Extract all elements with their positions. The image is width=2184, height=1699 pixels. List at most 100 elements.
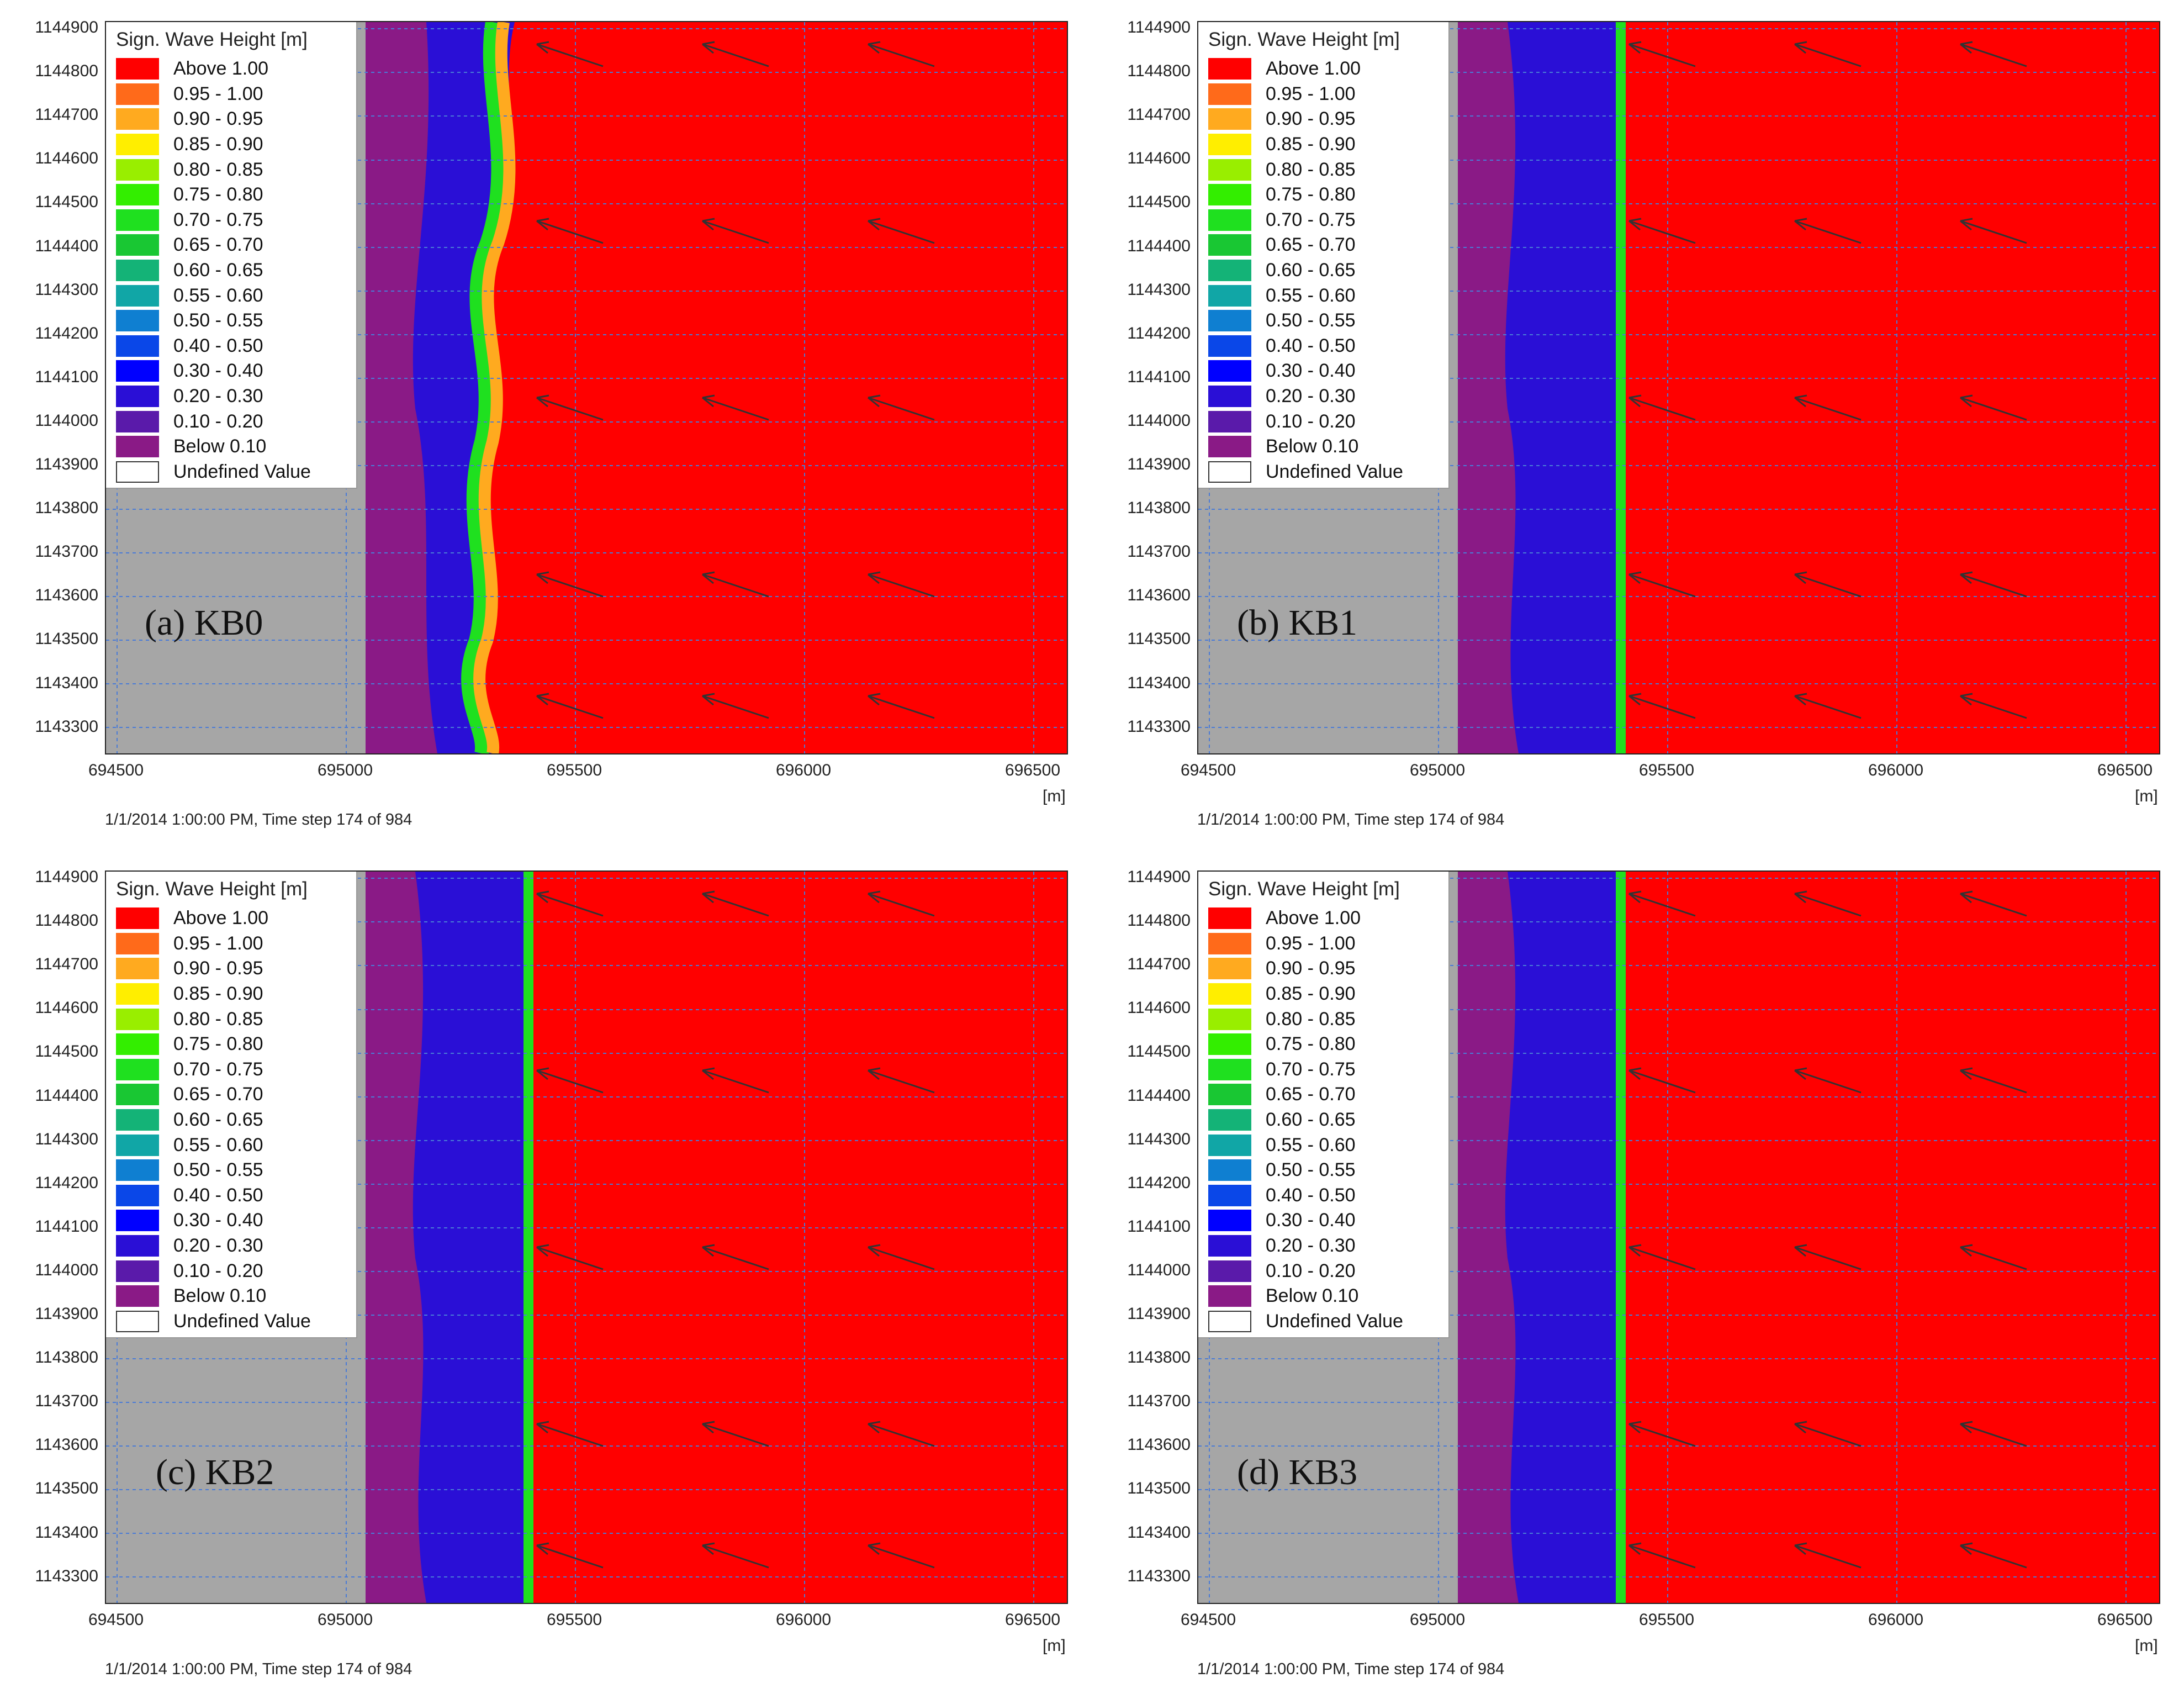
wave-direction-arrows <box>1628 41 2027 719</box>
y-tick-label: 1144400 <box>35 1086 98 1105</box>
legend-item: 0.20 - 0.30 <box>116 1233 356 1259</box>
y-tick-label: 1143600 <box>1127 586 1191 605</box>
legend-label: 0.10 - 0.20 <box>1266 410 1356 432</box>
legend-label: 0.60 - 0.65 <box>1266 1109 1356 1131</box>
legend-swatch <box>116 958 159 980</box>
y-tick-label: 1143900 <box>1127 455 1191 473</box>
panel-kb1: Sign. Wave Height [m] Above 1.00 0.95 - 1… <box>1092 0 2184 850</box>
y-tick-label: 1143500 <box>1127 630 1191 648</box>
legend-rows: Above 1.00 0.95 - 1.00 0.90 - 0.95 0.85 - 0… <box>116 56 356 484</box>
legend-swatch <box>116 284 159 307</box>
legend-rows: Above 1.00 0.95 - 1.00 0.90 - 0.95 0.85 - 0… <box>1208 906 1448 1334</box>
legend-item: 0.65 - 0.70 <box>1208 233 1448 258</box>
legend-label: Undefined Value <box>1266 1310 1403 1332</box>
legend-title: Sign. Wave Height [m] <box>1208 878 1400 900</box>
x-tick-label: 695500 <box>1638 761 1695 779</box>
y-tick-label: 1144300 <box>35 1130 98 1148</box>
x-tick-label: 695500 <box>546 1611 602 1629</box>
panel-kb3: Sign. Wave Height [m] Above 1.00 0.95 - 1… <box>1092 850 2184 1699</box>
legend-item: 0.85 - 0.90 <box>1208 982 1448 1007</box>
legend-item: 0.10 - 0.20 <box>116 1258 356 1284</box>
legend-item: 0.30 - 0.40 <box>116 358 356 384</box>
y-tick-label: 1144100 <box>1127 367 1191 386</box>
y-tick-label: 1144100 <box>35 367 98 386</box>
legend-item: 0.70 - 0.75 <box>116 208 356 233</box>
legend-item: 0.75 - 0.80 <box>1208 182 1448 208</box>
y-tick-label: 1143700 <box>35 542 98 561</box>
legend-label: 0.95 - 1.00 <box>1266 83 1356 104</box>
y-tick-label: 1144900 <box>35 868 98 886</box>
y-tick-label: 1144600 <box>1127 999 1191 1017</box>
legend-item: 0.70 - 0.75 <box>1208 208 1448 233</box>
legend-label: 0.75 - 0.80 <box>1266 1033 1356 1055</box>
y-tick-label: 1144800 <box>35 62 98 81</box>
legend-swatch <box>1208 209 1251 231</box>
legend-item: 0.80 - 0.85 <box>1208 1006 1448 1032</box>
legend-item: 0.60 - 0.65 <box>116 1107 356 1133</box>
legend-item: 0.90 - 0.95 <box>116 107 356 132</box>
y-tick-label: 1144100 <box>1127 1217 1191 1236</box>
y-tick-label: 1144600 <box>35 149 98 168</box>
y-tick-label: 1144700 <box>1127 105 1191 124</box>
legend-label: 0.50 - 0.55 <box>173 310 263 331</box>
legend-item: 0.85 - 0.90 <box>116 982 356 1007</box>
wave-zone-front <box>1616 22 1626 753</box>
x-tick-label: 695500 <box>546 761 602 779</box>
legend-label: 0.85 - 0.90 <box>1266 983 1356 1005</box>
legend: Sign. Wave Height [m] Above 1.00 0.95 - 1… <box>1198 872 1450 1339</box>
y-tick-label: 1144200 <box>35 1173 98 1192</box>
legend-item: 0.95 - 1.00 <box>1208 931 1448 957</box>
timestamp-footer: 1/1/2014 1:00:00 PM, Time step 174 of 98… <box>1197 811 1505 829</box>
legend-label: 0.10 - 0.20 <box>173 1260 263 1281</box>
panel-label: (a) KB0 <box>145 603 263 643</box>
legend-item: 0.60 - 0.65 <box>1208 1107 1448 1133</box>
legend-item: 0.10 - 0.20 <box>1208 1258 1448 1284</box>
legend-item: 0.30 - 0.40 <box>116 1208 356 1233</box>
y-tick-label: 1144500 <box>1127 193 1191 212</box>
legend-label: 0.30 - 0.40 <box>173 1210 263 1231</box>
x-axis-unit: [m] <box>2135 787 2158 805</box>
legend-swatch <box>1208 83 1251 105</box>
legend-item: 0.90 - 0.95 <box>116 956 356 982</box>
y-tick-label: 1144900 <box>1127 868 1191 886</box>
legend-swatch <box>1208 1184 1251 1206</box>
legend-label: 0.20 - 0.30 <box>173 386 263 407</box>
legend-item: Above 1.00 <box>1208 906 1448 931</box>
legend-label: Undefined Value <box>173 461 311 482</box>
legend-item: 0.85 - 0.90 <box>1208 132 1448 157</box>
y-tick-label: 1144000 <box>1127 1260 1191 1279</box>
wave-zone-mid <box>413 872 526 1603</box>
y-tick-label: 1144000 <box>35 411 98 430</box>
legend-label: 0.55 - 0.60 <box>1266 284 1356 306</box>
legend-swatch <box>116 1235 159 1257</box>
y-tick-label: 1143700 <box>1127 1392 1191 1411</box>
legend-item: 0.65 - 0.70 <box>116 1082 356 1107</box>
x-tick-label: 694500 <box>88 761 144 779</box>
legend-label: 0.65 - 0.70 <box>1266 1084 1356 1105</box>
legend-label: 0.20 - 0.30 <box>1266 386 1356 407</box>
wave-zone-mid <box>1505 872 1618 1603</box>
y-tick-label: 1143700 <box>1127 542 1191 561</box>
y-tick-label: 1144200 <box>1127 324 1191 342</box>
legend-swatch <box>1208 1134 1251 1156</box>
y-tick-label: 1143900 <box>35 1305 98 1323</box>
x-axis-unit: [m] <box>1043 1637 1066 1655</box>
legend-label: 0.85 - 0.90 <box>1266 134 1356 155</box>
legend-swatch <box>1208 1008 1251 1030</box>
legend-swatch <box>116 360 159 382</box>
legend-label: 0.90 - 0.95 <box>1266 958 1356 979</box>
legend-item: 0.40 - 0.50 <box>1208 334 1448 359</box>
legend-label: 0.85 - 0.90 <box>173 983 263 1005</box>
map-plot-area: Sign. Wave Height [m] Above 1.00 0.95 - 1… <box>105 21 1068 754</box>
x-tick-label: 696500 <box>1004 761 1061 779</box>
legend-swatch <box>116 1184 159 1206</box>
legend-label: 0.55 - 0.60 <box>1266 1134 1356 1155</box>
legend-item: Undefined Value <box>1208 460 1448 485</box>
legend-swatch <box>116 1109 159 1131</box>
y-tick-label: 1143300 <box>35 717 98 736</box>
legend-label: 0.55 - 0.60 <box>173 1134 263 1155</box>
legend-swatch <box>1208 958 1251 980</box>
legend-item: 0.55 - 0.60 <box>116 283 356 308</box>
legend-swatch <box>116 209 159 231</box>
y-tick-label: 1143600 <box>35 1436 98 1454</box>
